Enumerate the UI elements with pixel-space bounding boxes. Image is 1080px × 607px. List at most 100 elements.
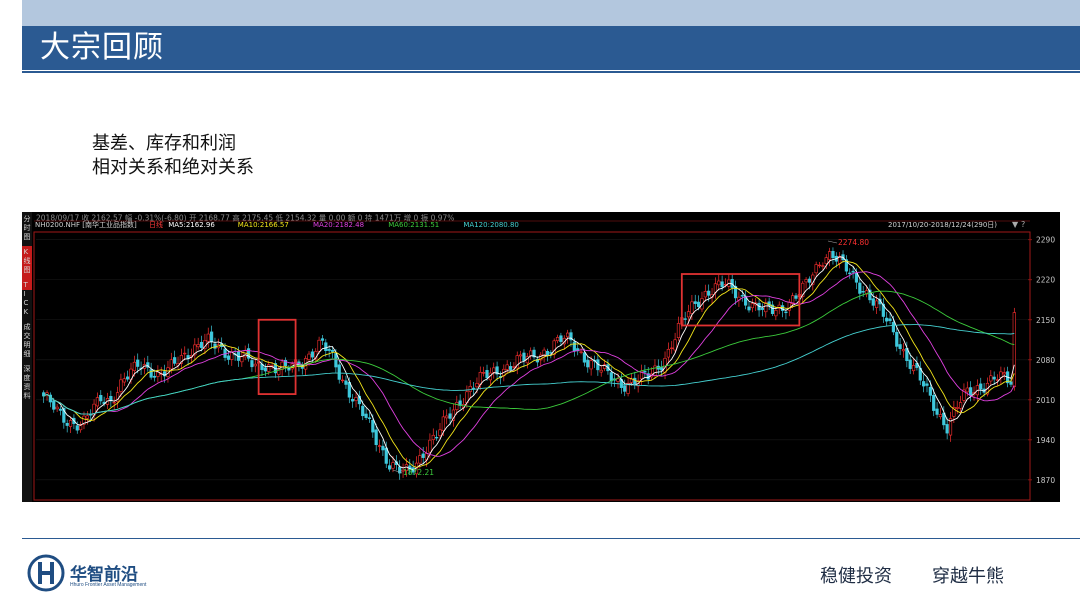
ma-legend-item-2: MA5:2162.96 [168,221,215,229]
candle [955,400,959,415]
candle [119,373,123,398]
candle [932,388,936,417]
candle [515,351,519,375]
candle [901,342,906,358]
candle [683,311,687,326]
candle [199,335,204,352]
side-tab-4[interactable]: 成交明细 [24,322,31,358]
subtitle-line-2: 相对关系和绝对关系 [92,157,254,178]
candle [992,371,996,385]
footer-divider [22,538,1080,539]
side-tab-5[interactable]: 深度资料 [24,364,31,400]
annotation-boxes [257,273,801,395]
candle [196,337,200,350]
candle [421,447,425,465]
candle [676,316,681,341]
candles [42,247,1016,480]
candle [374,423,378,452]
candle [733,280,738,305]
candle [958,395,963,413]
range-dropdown-icon[interactable]: ▼ [1012,220,1019,229]
candle [925,376,929,393]
candle [898,337,902,355]
candle [559,332,563,346]
candle [821,262,825,270]
candle [686,304,691,324]
candle [962,383,966,403]
ma-legend: 日线 MA5:2162.96 MA10:2166.57 MA20:2182.48 MA6… [149,220,519,229]
candle [152,369,157,382]
candle [482,366,486,377]
candle [351,394,355,408]
candle [945,417,949,440]
candle [485,364,489,381]
candle [109,390,113,408]
ma-line-10 [43,260,1015,468]
ma-legend-item-3: MA10:2166.57 [238,221,289,229]
y-tick-label-2150: 2150 [1036,316,1055,325]
candle [660,360,664,377]
highlight-box-2 [680,273,801,327]
candle [555,334,560,344]
candle [388,459,392,472]
candle [670,341,674,354]
candle [895,325,899,352]
candle [136,353,140,374]
y-tick-label-1870: 1870 [1036,476,1055,485]
side-tab-1[interactable]: 分时图 [24,214,31,241]
candle [532,346,536,360]
candle [566,329,570,344]
ma-line-5 [43,256,1015,471]
date-range-label: 2017/10/20-2018/12/24(290日) [888,221,997,229]
candle [690,295,694,320]
y-tick-label-1940: 1940 [1036,436,1055,445]
candle [381,439,385,456]
low-price-label: 1872.21 [403,468,434,477]
candle [868,284,872,304]
candle [824,254,828,270]
company-name-en: Hhuro Frontier Asset Management [70,582,147,588]
side-tab-2[interactable]: K 线图 [24,248,31,274]
candle [495,361,499,381]
candle [794,292,798,301]
kline-chart-panel: 分时图 K 线图 T I C K 成交明细 深度资料 1870 1940 2010 2080 2150 2… [22,212,1060,502]
candle [693,294,697,309]
candle [146,355,150,372]
candle [519,350,523,363]
candle [55,404,59,412]
help-icon[interactable]: ? [1021,220,1025,229]
candle [848,268,852,279]
candle [942,406,946,430]
high-price-label: 2274.80 [838,238,869,247]
ma-lines [43,256,1015,471]
candle [851,266,855,279]
header-band [22,0,1080,26]
page-title: 大宗回顾 [40,30,164,65]
candle [908,353,912,374]
candle [827,247,832,267]
company-logo-icon [27,554,65,592]
candle [173,350,177,366]
candle [364,408,368,420]
svg-text:成交明细: 成交明细 [24,322,31,358]
ma-line-120 [43,324,1015,415]
ma-legend-item-6: MA120:2080.80 [463,221,519,229]
candle [193,338,197,360]
candle [340,375,345,383]
candle [586,355,590,373]
y-tick-label-2080: 2080 [1036,356,1055,365]
candle [545,348,550,362]
candle [935,402,939,419]
side-tab-active-bg [22,246,32,290]
candle [435,430,439,441]
candle [226,350,231,365]
slogan-left: 稳健投资 [820,566,892,587]
candle [68,416,73,434]
candle [911,358,916,375]
candle [589,356,593,376]
subtitle: 基差、库存和利润 相对关系和绝对关系 [92,132,254,180]
candle [881,298,885,323]
candle [922,374,926,393]
